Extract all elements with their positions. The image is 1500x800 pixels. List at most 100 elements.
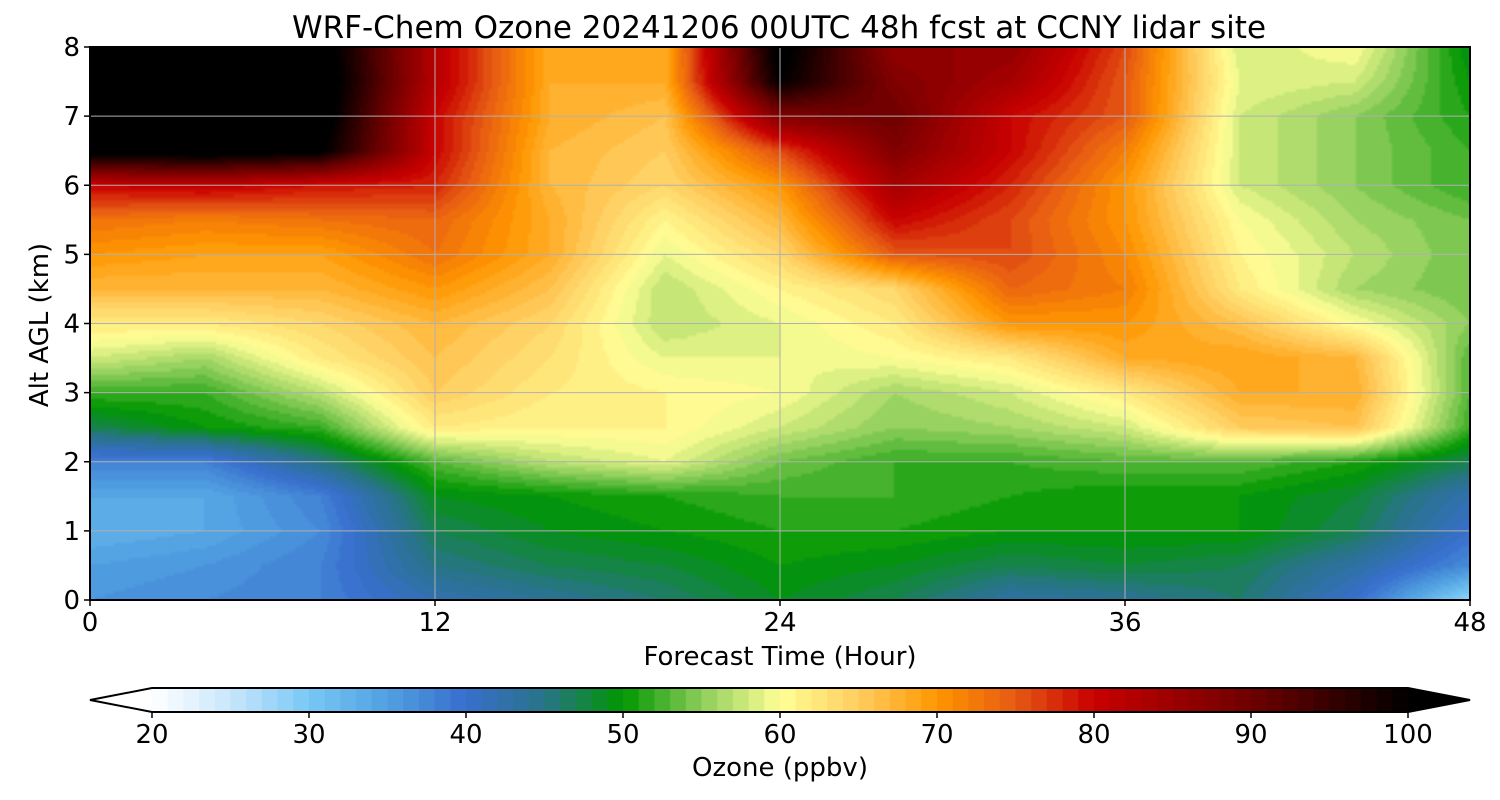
colorbar-segment — [387, 688, 404, 712]
colorbar-segment — [874, 688, 891, 712]
colorbar-tick-label: 50 — [606, 720, 639, 750]
colorbar-segment — [717, 688, 734, 712]
colorbar-segment — [261, 688, 279, 712]
colorbar-segment — [356, 688, 373, 712]
colorbar-segment — [780, 688, 797, 712]
y-tick-label: 3 — [63, 379, 80, 409]
colorbar-segment — [623, 688, 640, 712]
colorbar-segment — [1078, 688, 1095, 712]
colorbar-segment — [1392, 688, 1409, 712]
colorbar-segment — [1062, 688, 1079, 712]
colorbar-segment — [214, 688, 232, 712]
colorbar-segment — [230, 688, 247, 712]
colorbar-segment — [1109, 688, 1126, 712]
colorbar-segment — [1015, 688, 1032, 712]
colorbar-tick-label: 60 — [763, 720, 796, 750]
colorbar-segment — [795, 688, 812, 712]
colorbar-segment — [638, 688, 655, 712]
grid-lines — [90, 47, 1470, 600]
colorbar-segment — [1329, 688, 1346, 712]
colorbar-tick-label: 30 — [292, 720, 325, 750]
colorbar-tick-label: 80 — [1077, 720, 1110, 750]
colorbar-segment — [1031, 688, 1048, 712]
colorbar-segment — [403, 688, 420, 712]
colorbar-extend-low — [90, 688, 152, 712]
colorbar-segment — [1094, 688, 1111, 712]
colorbar-segment — [199, 688, 216, 712]
colorbar-segment — [1360, 688, 1378, 712]
colorbar-segment — [246, 688, 263, 712]
colorbar-segment — [1313, 688, 1331, 712]
colorbar-segment — [1345, 688, 1362, 712]
colorbar-segment — [340, 688, 357, 712]
colorbar-segment — [889, 688, 907, 712]
colorbar-segment — [560, 688, 577, 712]
colorbar-segment — [748, 688, 765, 712]
colorbar-segment — [1141, 688, 1158, 712]
colorbar-segment — [937, 688, 954, 712]
y-tick-label: 7 — [63, 102, 80, 132]
colorbar-segment — [670, 688, 687, 712]
y-axis-ticks: 0 1 2 3 4 5 6 7 8 — [63, 33, 90, 616]
colorbar-tick-label: 100 — [1383, 720, 1433, 750]
y-tick-label: 6 — [63, 171, 80, 201]
colorbar-extend-high — [1408, 688, 1470, 712]
colorbar-tick-label: 20 — [135, 720, 168, 750]
colorbar-segment — [152, 688, 169, 712]
colorbar-segment — [811, 688, 828, 712]
colorbar — [89, 687, 1471, 713]
x-tick-label: 0 — [82, 608, 99, 638]
x-tick-label: 48 — [1453, 608, 1486, 638]
colorbar-segment — [827, 688, 844, 712]
colorbar-segment — [544, 688, 561, 712]
x-tick-label: 12 — [418, 608, 451, 638]
y-tick-label: 1 — [63, 517, 80, 547]
colorbar-tick-label: 70 — [920, 720, 953, 750]
colorbar-segment — [952, 688, 969, 712]
colorbar-segment — [905, 688, 922, 712]
y-tick-label: 0 — [63, 586, 80, 616]
colorbar-segment — [324, 688, 341, 712]
chart-title: WRF-Chem Ozone 20241206 00UTC 48h fcst a… — [292, 10, 1266, 46]
colorbar-segment — [1376, 688, 1393, 712]
x-axis-ticks: 0 12 24 36 48 — [82, 600, 1487, 638]
colorbar-segment — [607, 688, 624, 712]
colorbar-segment — [1251, 688, 1268, 712]
colorbar-segment — [167, 688, 184, 712]
colorbar-segment — [434, 688, 451, 712]
colorbar-segment — [1188, 688, 1205, 712]
colorbar-segment — [858, 688, 875, 712]
colorbar-segment — [1298, 688, 1315, 712]
colorbar-segment — [842, 688, 860, 712]
colorbar-segment — [1172, 688, 1189, 712]
colorbar-segment — [764, 688, 781, 712]
colorbar-segment — [575, 688, 593, 712]
colorbar-segment — [1266, 688, 1283, 712]
colorbar-segment — [654, 688, 671, 712]
colorbar-segment — [513, 688, 530, 712]
colorbar-tick-label: 90 — [1234, 720, 1267, 750]
colorbar-segment — [183, 688, 200, 712]
colorbar-ticks: 20 30 40 50 60 70 80 90 100 — [135, 712, 1433, 750]
colorbar-segment — [1282, 688, 1299, 712]
colorbar-segment — [984, 688, 1001, 712]
colorbar-segment — [1125, 688, 1142, 712]
colorbar-tick-label: 40 — [449, 720, 482, 750]
colorbar-segment — [732, 688, 750, 712]
x-axis-label: Forecast Time (Hour) — [643, 642, 916, 672]
colorbar-segment — [1046, 688, 1064, 712]
colorbar-segment — [371, 688, 389, 712]
colorbar-segment — [277, 688, 294, 712]
colorbar-segment — [591, 688, 608, 712]
y-tick-label: 5 — [63, 240, 80, 270]
colorbar-segment — [1235, 688, 1252, 712]
colorbar-segment — [1156, 688, 1174, 712]
colorbar-segment — [418, 688, 436, 712]
colorbar-segment — [685, 688, 703, 712]
colorbar-segment — [528, 688, 546, 712]
y-tick-label: 8 — [63, 33, 80, 63]
colorbar-label: Ozone (ppbv) — [692, 753, 868, 783]
x-tick-label: 36 — [1108, 608, 1141, 638]
y-tick-label: 2 — [63, 448, 80, 478]
